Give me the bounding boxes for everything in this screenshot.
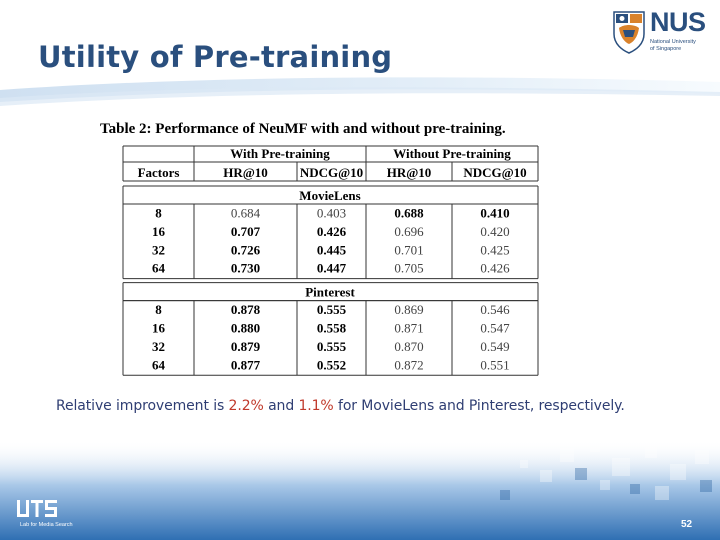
metric-cell: 0.879 [231,339,261,354]
metric-cell: 0.871 [394,321,423,336]
metric-cell: 0.555 [317,302,347,317]
factor-cell: 8 [155,206,162,221]
metric-cell: 0.420 [480,224,509,239]
group-header-without-pretraining: Without Pre-training [393,146,511,161]
factor-cell: 32 [152,242,165,257]
group-header-with-pretraining: With Pre-training [230,146,330,161]
metric-cell: 0.447 [317,261,347,276]
uts-logo-subtitle: Lab for Media Search [20,522,73,528]
metric-cell: 0.872 [394,357,423,372]
nus-logo: NUS National University of Singapore [612,7,712,58]
metric-cell: 0.551 [480,357,509,372]
metric-cell: 0.705 [394,261,423,276]
page-number: 52 [681,519,693,530]
factor-cell: 16 [152,224,166,239]
metric-cell: 0.878 [231,302,261,317]
relative-text-and: and [263,398,299,414]
title-swoosh-decoration [0,77,720,106]
column-header: NDCG@10 [463,165,526,180]
metric-cell: 0.869 [394,302,423,317]
factor-cell: 32 [152,339,165,354]
metric-cell: 0.403 [317,206,346,221]
column-header: HR@10 [387,165,432,180]
nus-logo-wordmark: NUS [650,7,706,37]
pinterest-improvement-value: 1.1% [298,398,334,414]
metric-cell: 0.547 [480,321,510,336]
metric-cell: 0.730 [231,261,260,276]
metric-cell: 0.870 [394,339,423,354]
metric-cell: 0.877 [231,357,261,372]
footer-decoration [0,440,720,540]
relative-text-after: for MovieLens and Pinterest, respectivel… [333,398,625,414]
section-header-movielens: MovieLens [299,188,360,203]
metric-cell: 0.696 [394,224,424,239]
nus-logo-line1: National University [650,39,696,45]
metric-cell: 0.684 [231,206,261,221]
nus-crest-icon [613,11,645,54]
nus-logo-line2: of Singapore [650,46,682,52]
column-header: HR@10 [223,165,268,180]
factor-cell: 16 [152,321,166,336]
section-header-pinterest: Pinterest [305,285,355,300]
metric-cell: 0.558 [317,321,347,336]
metric-cell: 0.425 [480,242,509,257]
metric-cell: 0.546 [480,302,510,317]
metric-cell: 0.555 [317,339,347,354]
metric-cell: 0.726 [231,242,261,257]
metric-cell: 0.549 [480,339,509,354]
slide-title: Utility of Pre-training [38,40,393,74]
column-header: Factors [138,165,180,180]
uts-logo-icon [17,500,57,517]
results-table: With Pre-training Without Pre-training Fac… [122,145,539,376]
table-caption: Table 2: Performance of NeuMF with and w… [100,121,506,137]
movielens-improvement-value: 2.2% [228,398,264,414]
metric-cell: 0.552 [317,357,346,372]
metric-cell: 0.707 [231,224,261,239]
factor-cell: 64 [152,357,166,372]
relative-improvement-text: Relative improvement is 2.2% and 1.1% fo… [56,398,625,414]
metric-cell: 0.701 [394,242,423,257]
metric-cell: 0.410 [480,206,509,221]
metric-cell: 0.880 [231,321,260,336]
column-header: NDCG@10 [300,165,363,180]
relative-text-before: Relative improvement is [56,398,229,414]
metric-cell: 0.426 [480,261,510,276]
factor-cell: 64 [152,261,166,276]
metric-cell: 0.688 [394,206,424,221]
metric-cell: 0.445 [317,242,347,257]
metric-cell: 0.426 [317,224,347,239]
factor-cell: 8 [155,302,162,317]
